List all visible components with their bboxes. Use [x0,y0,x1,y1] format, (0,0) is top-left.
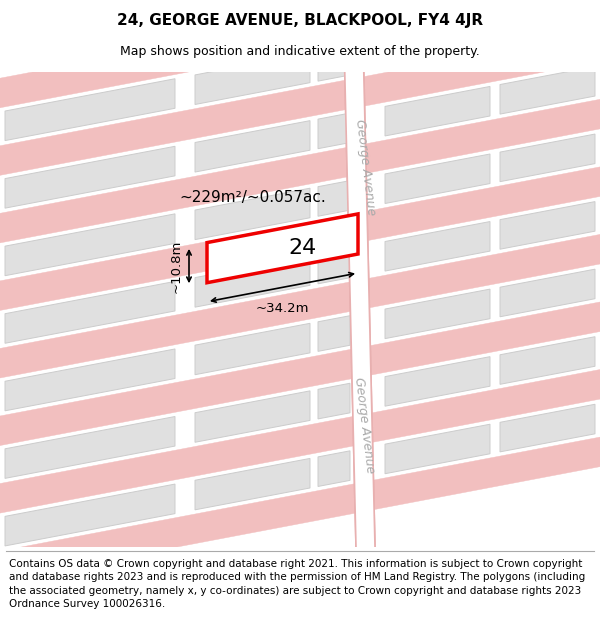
Polygon shape [385,357,490,406]
Polygon shape [385,289,490,339]
Text: ~229m²/~0.057ac.: ~229m²/~0.057ac. [179,189,326,204]
Polygon shape [0,302,600,446]
Polygon shape [318,248,350,284]
Polygon shape [5,146,175,208]
Polygon shape [5,349,175,411]
Polygon shape [5,484,175,546]
Polygon shape [5,281,175,343]
Polygon shape [500,66,595,114]
Polygon shape [385,19,490,68]
Polygon shape [195,458,310,510]
Polygon shape [195,323,310,375]
Polygon shape [207,214,358,282]
Polygon shape [195,188,310,239]
Polygon shape [500,134,595,182]
Text: Contains OS data © Crown copyright and database right 2021. This information is : Contains OS data © Crown copyright and d… [9,559,585,609]
Polygon shape [0,234,600,378]
Polygon shape [345,72,375,547]
Polygon shape [318,383,350,419]
Polygon shape [318,46,350,81]
Text: 24: 24 [289,238,317,258]
Polygon shape [0,0,600,107]
Polygon shape [500,337,595,384]
Polygon shape [500,202,595,249]
Polygon shape [0,437,600,581]
Polygon shape [500,269,595,317]
Polygon shape [318,113,350,149]
Polygon shape [0,32,600,176]
Text: George Avenue: George Avenue [352,377,376,474]
Polygon shape [318,181,350,216]
Polygon shape [5,214,175,276]
Polygon shape [0,167,600,311]
Polygon shape [0,99,600,243]
Polygon shape [500,404,595,452]
Text: Map shows position and indicative extent of the property.: Map shows position and indicative extent… [120,45,480,58]
Polygon shape [385,86,490,136]
Text: ~10.8m: ~10.8m [170,239,183,292]
Polygon shape [500,0,595,46]
Text: 24, GEORGE AVENUE, BLACKPOOL, FY4 4JR: 24, GEORGE AVENUE, BLACKPOOL, FY4 4JR [117,12,483,28]
Polygon shape [385,424,490,474]
Polygon shape [385,221,490,271]
Polygon shape [195,53,310,104]
Polygon shape [195,256,310,307]
Polygon shape [0,369,600,513]
Polygon shape [318,451,350,486]
Polygon shape [345,72,375,547]
Text: ~34.2m: ~34.2m [256,302,309,315]
Polygon shape [5,416,175,478]
Polygon shape [195,391,310,442]
Polygon shape [195,121,310,172]
Text: George Avenue: George Avenue [353,118,377,216]
Polygon shape [5,79,175,141]
Polygon shape [318,316,350,351]
Polygon shape [385,154,490,204]
